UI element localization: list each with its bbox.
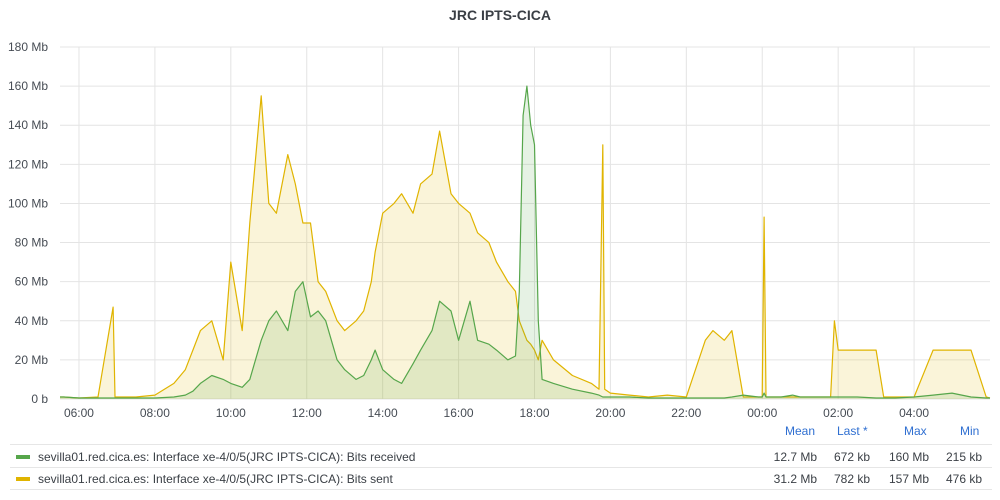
y-tick-label: 120 Mb (8, 157, 48, 171)
x-tick-label: 08:00 (140, 406, 170, 420)
chart-plot: 0 b 20 Mb 40 Mb 60 Mb 80 Mb 100 Mb 120 Mb 140 M… (8, 40, 991, 420)
x-tick-label: 22:00 (671, 406, 701, 420)
x-tick-label: 04:00 (899, 406, 929, 420)
axis-layer: 0 b 20 Mb 40 Mb 60 Mb 80 Mb 100 Mb 120 Mb 140 M… (8, 40, 929, 420)
y-tick-label: 100 Mb (8, 196, 48, 210)
x-tick-label: 00:00 (747, 406, 777, 420)
y-tick-label: 140 Mb (8, 118, 48, 132)
x-tick-label: 06:00 (64, 406, 94, 420)
legend-last-value: 782 kb (833, 472, 870, 486)
legend-min-value: 476 kb (945, 472, 982, 486)
x-tick-label: 16:00 (444, 406, 474, 420)
series-area-0 (60, 86, 990, 399)
y-tick-label: 0 b (31, 392, 48, 406)
legend-mean-value: 12.7 Mb (773, 450, 817, 464)
x-tick-label: 18:00 (519, 406, 549, 420)
legend-last-value: 672 kb (833, 450, 870, 464)
legend-swatch-received (16, 455, 30, 459)
x-tick-label: 20:00 (595, 406, 625, 420)
chart-title: JRC IPTS-CICA (449, 7, 551, 23)
y-tick-label: 60 Mb (15, 275, 49, 289)
y-tick-label: 180 Mb (8, 40, 48, 54)
legend-series-name[interactable]: sevilla01.red.cica.es: Interface xe-4/0/… (38, 450, 416, 464)
legend-swatch-sent (16, 477, 30, 481)
y-tick-label: 160 Mb (8, 79, 48, 93)
legend-header-last[interactable]: Last * (837, 424, 868, 438)
x-tick-label: 12:00 (292, 406, 322, 420)
legend-max-value: 160 Mb (888, 450, 929, 464)
y-tick-label: 80 Mb (15, 236, 49, 250)
legend-series-name[interactable]: sevilla01.red.cica.es: Interface xe-4/0/… (38, 472, 393, 486)
series-area-1 (60, 95, 990, 400)
series-line-1[interactable] (60, 95, 991, 399)
legend-header-min[interactable]: Min (960, 424, 980, 438)
legend-header-max[interactable]: Max (904, 424, 927, 438)
legend-min-value: 215 kb (945, 450, 982, 464)
y-tick-label: 40 Mb (15, 314, 49, 328)
x-tick-label: 02:00 (823, 406, 853, 420)
legend-mean-value: 31.2 Mb (773, 472, 817, 486)
x-tick-label: 14:00 (368, 406, 398, 420)
x-tick-label: 10:00 (216, 406, 246, 420)
series-layer (60, 85, 991, 400)
series-line-0[interactable] (60, 85, 990, 399)
legend-row-received[interactable]: sevilla01.red.cica.es: Interface xe-4/0/… (10, 444, 992, 468)
legend-max-value: 157 Mb (888, 472, 929, 486)
y-tick-label: 20 Mb (15, 353, 49, 367)
legend-row-sent[interactable]: sevilla01.red.cica.es: Interface xe-4/0/… (10, 467, 992, 490)
legend-header-mean[interactable]: Mean (785, 424, 816, 438)
